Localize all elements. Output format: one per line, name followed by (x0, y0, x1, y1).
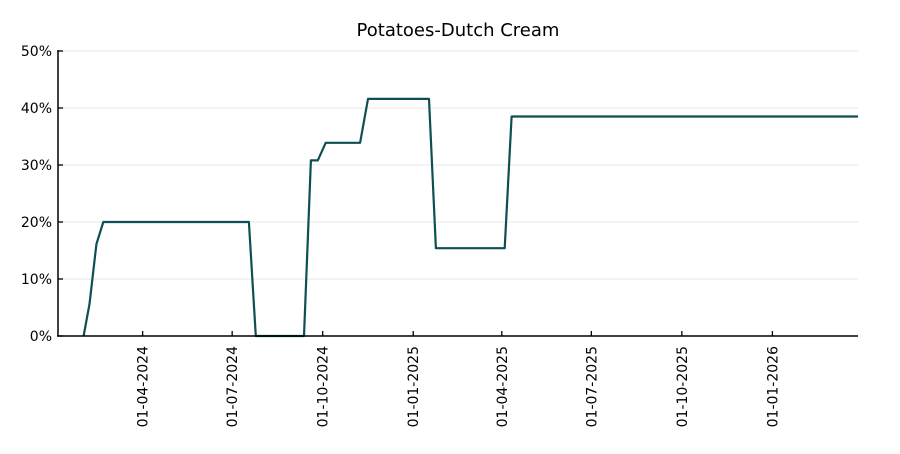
x-tick-label: 01-07-2024 (225, 346, 241, 427)
x-tick-label: 01-01-2025 (406, 346, 422, 427)
series-line (82, 97, 858, 338)
x-tick-label: 01-10-2025 (675, 346, 691, 427)
y-tick-label: 40% (21, 101, 52, 117)
x-tick-label: 01-04-2024 (136, 346, 152, 427)
x-tick-label: 01-01-2026 (765, 346, 781, 427)
x-axis: 01-04-2024 01-07-2024 01-10-2024 01-01-2025… (136, 331, 781, 427)
y-tick-label: 10% (21, 272, 52, 288)
y-tick-label: 50% (21, 44, 52, 60)
chart-title: Potatoes-Dutch Cream (357, 20, 560, 41)
x-tick-label: 01-10-2024 (316, 346, 332, 427)
x-tick-label: 01-04-2025 (495, 346, 511, 427)
y-axis: 0% 10% 20% 30% 40% 50% (21, 44, 63, 345)
y-tick-label: 30% (21, 158, 52, 174)
y-tick-label: 20% (21, 215, 52, 231)
y-tick-label: 0% (30, 329, 52, 345)
x-tick-label: 01-07-2025 (584, 346, 600, 427)
grid (58, 50, 858, 280)
